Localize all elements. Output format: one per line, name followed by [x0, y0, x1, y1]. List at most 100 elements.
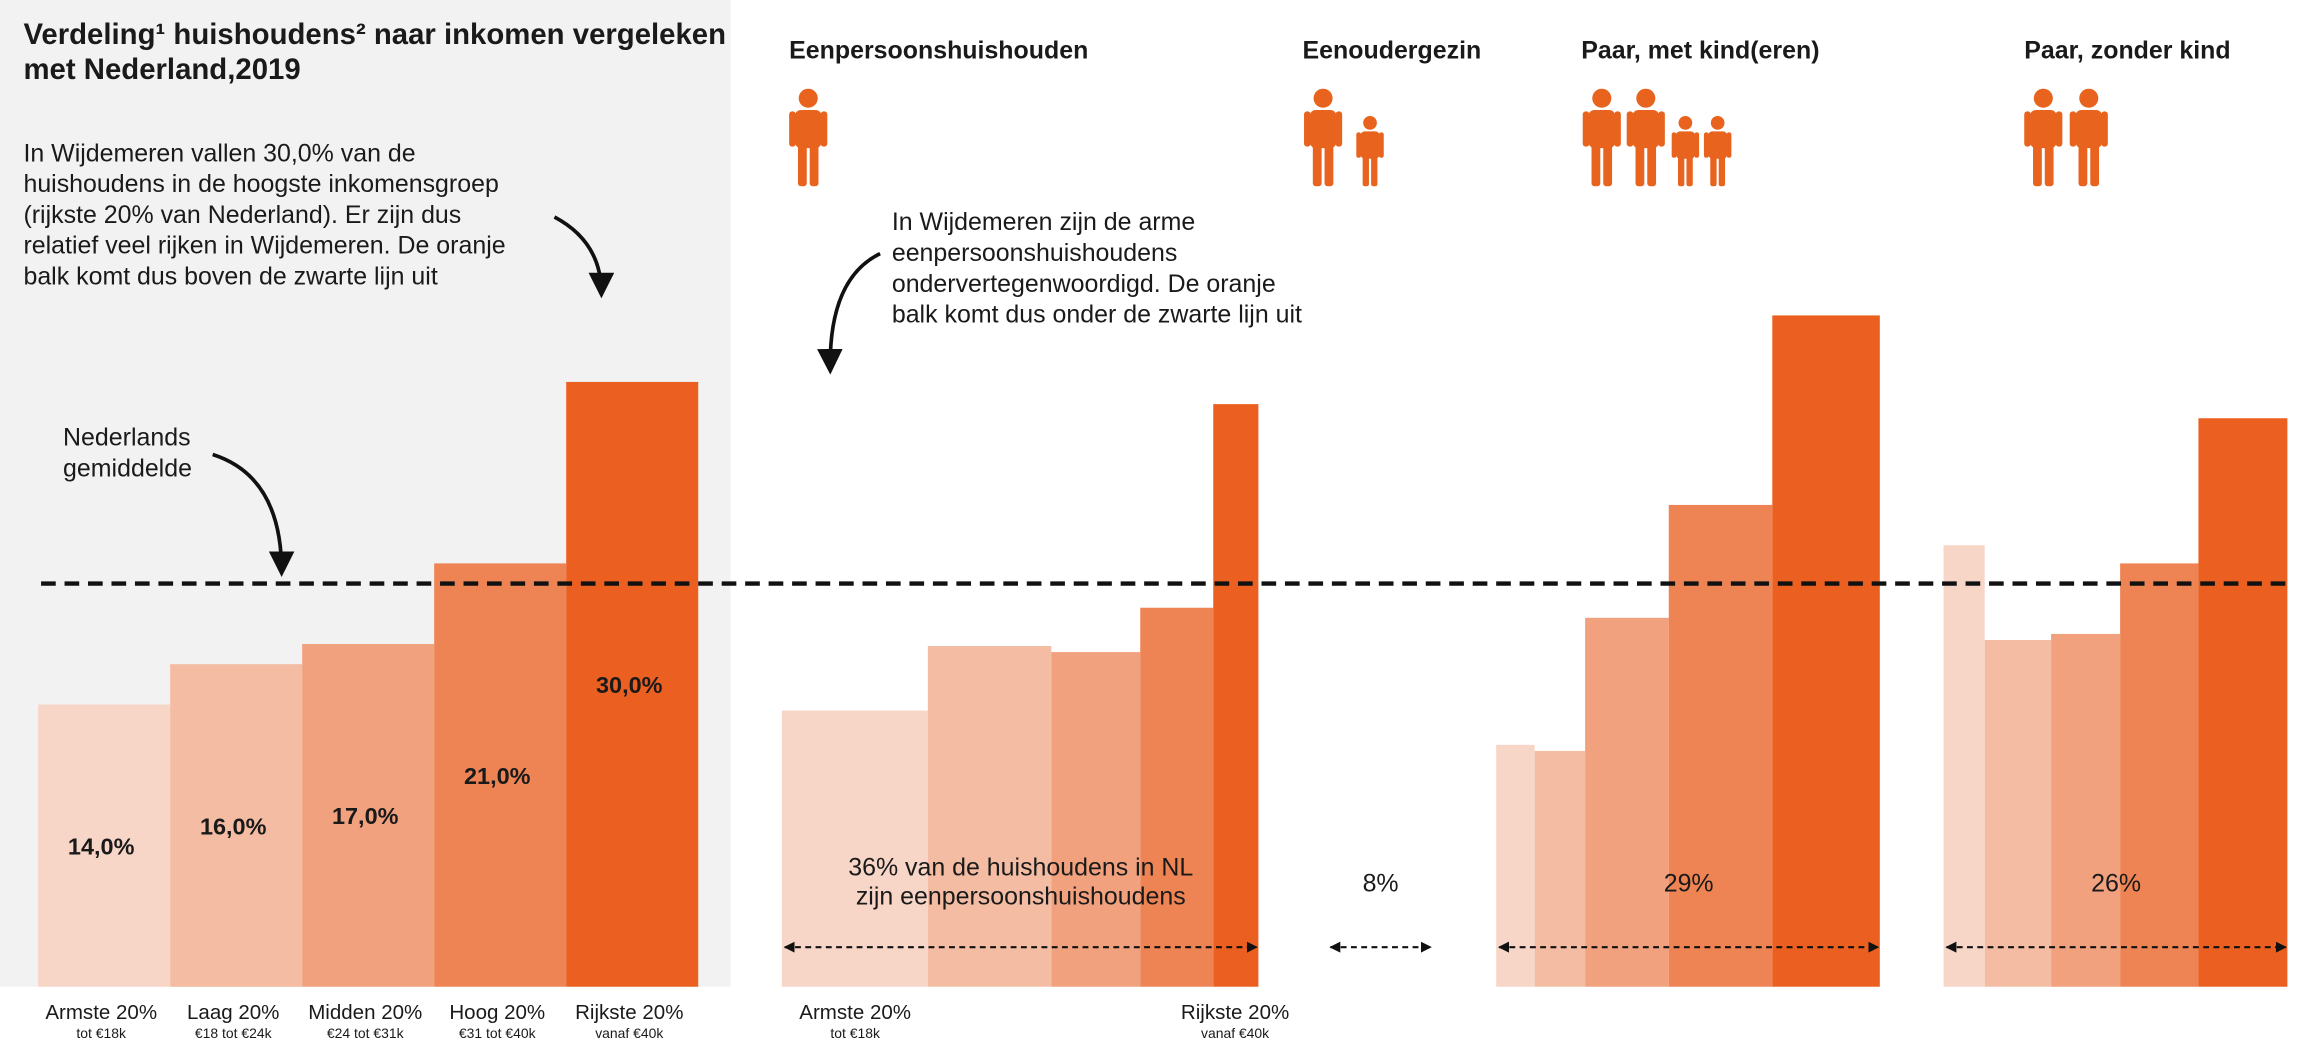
person-icon	[1626, 88, 1665, 187]
annotation: relatief veel rijken in Wijdemeren. De o…	[23, 232, 505, 260]
icon-arm	[2024, 111, 2031, 147]
icon-leg	[1647, 140, 1657, 187]
data-label: 30,0%	[596, 672, 663, 698]
icon-leg	[1678, 153, 1685, 187]
icon-arm	[2101, 111, 2108, 147]
arrow	[212, 452, 295, 577]
bar	[1534, 750, 1586, 987]
icon-leg	[1710, 153, 1717, 187]
data-label: 16,0%	[200, 813, 267, 839]
chart-title: met Nederland,2019	[23, 53, 300, 86]
icon-torso	[1675, 131, 1695, 159]
bar	[2051, 633, 2121, 987]
annotation: balk komt dus onder de zwarte lijn uit	[892, 301, 1302, 329]
icon-head	[2033, 88, 2053, 108]
bar	[1140, 607, 1214, 987]
x-tick-sublabel: tot €18k	[830, 1025, 880, 1041]
icon-arm	[1671, 132, 1677, 158]
icon-head	[1710, 116, 1725, 130]
icon-arm	[2055, 111, 2063, 147]
bar	[1984, 639, 2052, 987]
data-label: 17,0%	[332, 803, 399, 829]
icon-arm	[1658, 111, 1665, 147]
icon-leg	[1591, 140, 1601, 187]
share-label: zijn eenpersoonshuishoudens	[856, 883, 1186, 911]
bar	[170, 664, 303, 987]
icon-leg	[2044, 140, 2054, 187]
x-tick-sublabel: vanaf €40k	[595, 1025, 663, 1041]
icon-leg	[1324, 140, 1334, 187]
icon-torso	[795, 109, 822, 149]
x-tick-label: Hoog 20%	[449, 1001, 545, 1024]
icon-head	[2079, 88, 2099, 108]
person-icon	[1304, 88, 1343, 187]
arrow	[553, 215, 615, 299]
chart-title: Verdeling¹ huishoudens² naar inkomen ver…	[23, 18, 726, 51]
annotation: huishoudens in de hoogste inkomensgroep	[23, 170, 498, 198]
icon-head	[1678, 116, 1693, 130]
icon-head	[1313, 88, 1333, 108]
person-icon	[1582, 88, 1621, 187]
icon-arm	[1356, 132, 1362, 158]
icon-arm	[1703, 132, 1709, 158]
icon-leg	[797, 140, 807, 187]
icon-leg	[1718, 153, 1726, 187]
group-title: Paar, met kind(eren)	[1581, 37, 1819, 65]
data-label: 21,0%	[464, 763, 531, 789]
x-tick-sublabel: €31 tot €40k	[459, 1025, 536, 1041]
icon-arm	[789, 111, 796, 147]
icon-arm	[1379, 132, 1384, 158]
person-icon	[1671, 116, 1700, 187]
icon-arm	[2069, 111, 2077, 147]
bar	[2120, 563, 2199, 987]
share-label: 29%	[1664, 869, 1714, 897]
bar	[1496, 744, 1535, 987]
x-tick-sublabel: vanaf €40k	[1201, 1025, 1269, 1041]
icon-torso	[1309, 109, 1337, 149]
icon-arm	[1582, 111, 1590, 147]
icon-torso	[2030, 109, 2057, 149]
icon-leg	[2033, 140, 2042, 187]
icon-head	[1636, 88, 1656, 108]
x-tick-label: Rijkste 20%	[1181, 1001, 1289, 1024]
icon-arm	[1626, 111, 1634, 147]
bar	[434, 563, 567, 987]
annotation: ondervertegenwoordigd. De oranje	[892, 270, 1276, 298]
bar	[2198, 418, 2288, 987]
bar	[1943, 545, 1985, 987]
annotation: Nederlands	[63, 424, 190, 452]
annotation: eenpersoonshuishoudens	[892, 239, 1178, 267]
icon-leg	[1371, 153, 1378, 187]
annotation: In Wijdemeren zijn de arme	[892, 208, 1195, 236]
x-tick-label: Armste 20%	[799, 1001, 911, 1024]
icon-leg	[1362, 153, 1369, 187]
icon-leg	[1686, 153, 1693, 187]
bar	[1585, 617, 1669, 987]
group-title: Eenoudergezin	[1303, 37, 1482, 65]
plot: Verdeling¹ huishoudens² naar inkomen ver…	[23, 18, 2289, 1041]
share-label: 36% van de huishoudens in NL	[848, 853, 1193, 881]
x-tick-label: Rijkste 20%	[575, 1001, 683, 1024]
bar	[781, 710, 928, 987]
icon-torso	[2075, 109, 2102, 149]
bar	[38, 704, 171, 987]
share-label: 26%	[2091, 869, 2141, 897]
icon-head	[1363, 116, 1377, 130]
bar	[1668, 504, 1773, 987]
icon-torso	[1360, 131, 1380, 159]
share-label: 8%	[1363, 869, 1399, 897]
x-tick-label: Midden 20%	[308, 1001, 422, 1024]
icon-head	[798, 88, 818, 108]
annotation: gemiddelde	[63, 455, 192, 483]
icon-leg	[2078, 140, 2088, 187]
icon-arm	[1304, 111, 1311, 147]
person-icon	[1703, 116, 1732, 187]
icon-arm	[820, 111, 828, 147]
icon-torso	[1708, 131, 1728, 159]
bar	[1213, 404, 1259, 987]
icon-arm	[1726, 132, 1732, 158]
annotation: balk komt dus boven de zwarte lijn uit	[23, 262, 437, 290]
annotation: In Wijdemeren vallen 30,0% van de	[23, 139, 415, 167]
arrow	[817, 252, 881, 375]
